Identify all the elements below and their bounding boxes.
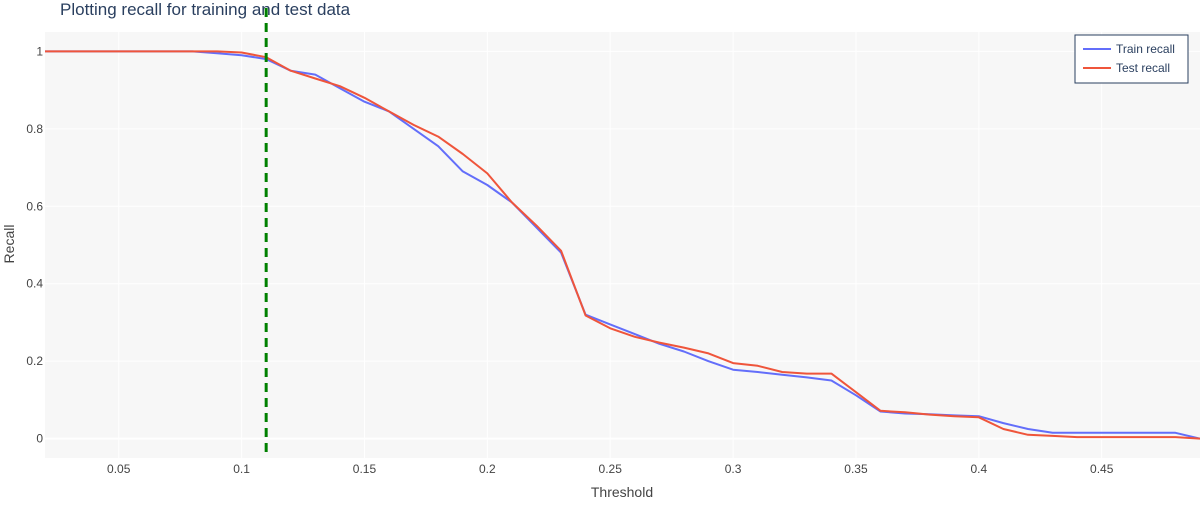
series-line-test-recall (45, 50, 1200, 440)
y-tick-label: 0.2 (26, 354, 43, 368)
chart-title: Plotting recall for training and test da… (60, 0, 351, 19)
y-axis-title: Recall (1, 225, 17, 264)
x-tick-label: 0.25 (599, 462, 623, 476)
x-tick-label: 0.1 (233, 462, 250, 476)
x-tick-label: 0.4 (970, 462, 987, 476)
legend[interactable]: Train recall Test recall (1074, 34, 1189, 84)
y-tick-label: 0.8 (26, 122, 43, 136)
legend-label-train-recall[interactable]: Train recall (1116, 42, 1175, 56)
y-tick-label: 0.6 (26, 199, 43, 213)
x-tick-label: 0.2 (479, 462, 496, 476)
x-tick-label: 0.15 (353, 462, 377, 476)
x-tick-label: 0.3 (725, 462, 742, 476)
legend-box (1074, 34, 1189, 84)
plot-area (45, 32, 1200, 458)
y-axis-ticks: 0 0.2 0.4 0.6 0.8 1 (26, 44, 43, 445)
y-tick-label: 1 (36, 44, 43, 58)
y-tick-label: 0 (36, 432, 43, 446)
x-tick-label: 0.45 (1090, 462, 1114, 476)
x-axis-title: Threshold (591, 484, 653, 500)
series-line-train-recall (45, 50, 1200, 440)
x-tick-label: 0.35 (844, 462, 868, 476)
legend-label-test-recall[interactable]: Test recall (1116, 61, 1170, 75)
x-tick-label: 0.05 (107, 462, 131, 476)
x-axis-ticks: 0.05 0.1 0.15 0.2 0.25 0.3 0.35 0.4 0.45 (107, 462, 1114, 476)
y-tick-label: 0.4 (26, 277, 43, 291)
series-lines (45, 50, 1200, 440)
